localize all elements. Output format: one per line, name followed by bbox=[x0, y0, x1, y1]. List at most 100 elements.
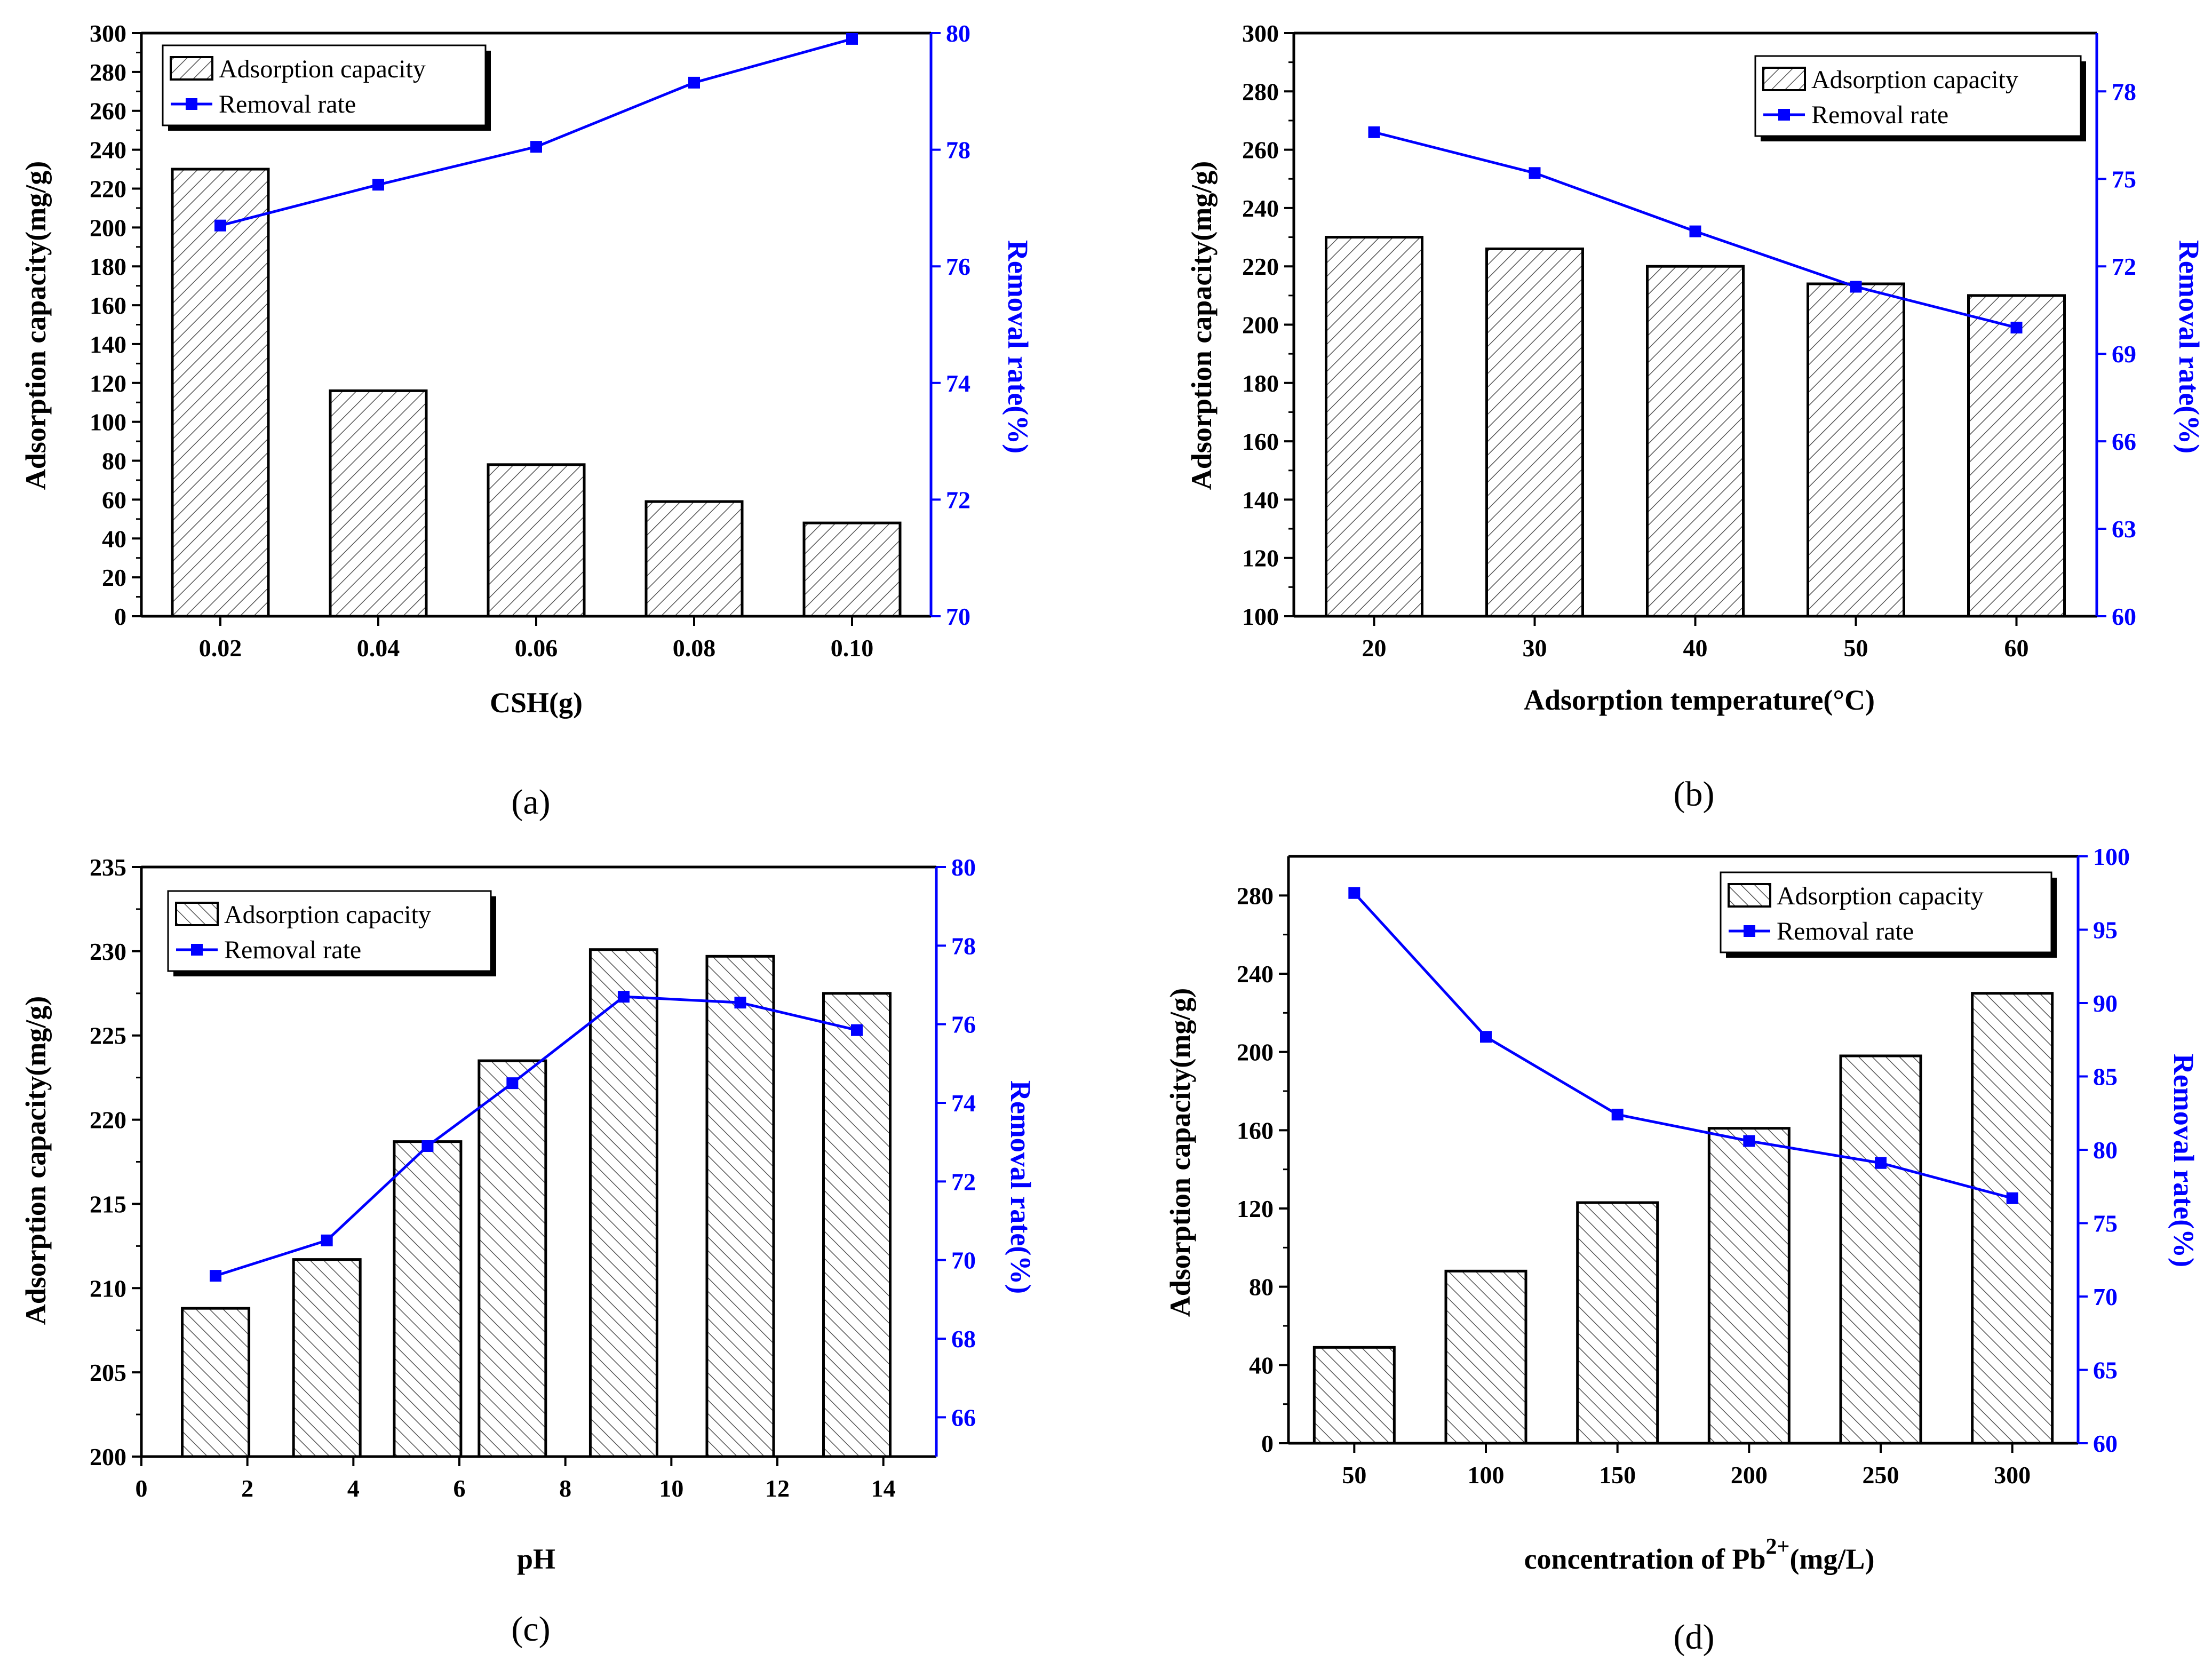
legend-box bbox=[167, 890, 492, 972]
y2-tick-label: 68 bbox=[951, 1325, 976, 1353]
y-tick-label: 40 bbox=[1249, 1351, 1274, 1379]
bar-adsorption-capacity bbox=[1646, 265, 1745, 618]
y-tick-label: 220 bbox=[90, 175, 126, 202]
legend-bar-swatch bbox=[1728, 883, 1771, 908]
removal-rate-point bbox=[688, 76, 700, 89]
y2-tick-label: 66 bbox=[951, 1404, 976, 1431]
y-tick-label: 240 bbox=[1242, 195, 1279, 222]
y2-tick-label: 63 bbox=[2112, 515, 2136, 543]
bar-adsorption-capacity bbox=[1485, 247, 1584, 618]
y2-tick-label: 80 bbox=[946, 20, 970, 47]
bar-adsorption-capacity bbox=[1807, 282, 1905, 618]
removal-rate-point bbox=[617, 991, 630, 1003]
bar-adsorption-capacity bbox=[478, 1059, 547, 1458]
legend-bar-label: Adsorption capacity bbox=[1811, 66, 2018, 94]
y2-tick-label: 85 bbox=[2093, 1063, 2118, 1091]
x-tick-label: 40 bbox=[1683, 634, 1708, 662]
y-axis-title: Adsorption capacity(mg/g) bbox=[1185, 161, 1218, 490]
bar-adsorption-capacity bbox=[1971, 992, 2054, 1445]
y-tick-label: 80 bbox=[1249, 1274, 1274, 1301]
y2-tick-label: 66 bbox=[2112, 428, 2136, 455]
y-tick-label: 160 bbox=[90, 292, 126, 319]
x-tick-label: 0.04 bbox=[357, 634, 400, 662]
removal-rate-point bbox=[2006, 1192, 2018, 1204]
legend-line-marker bbox=[191, 944, 203, 956]
bar-adsorption-capacity bbox=[487, 463, 586, 618]
legend-bar-swatch bbox=[170, 56, 213, 81]
legend-box bbox=[1754, 55, 2082, 137]
y-tick-label: 160 bbox=[1237, 1117, 1274, 1144]
legend-line-label: Removal rate bbox=[1777, 917, 1914, 945]
bar-adsorption-capacity bbox=[588, 948, 658, 1458]
x-tick-label: 60 bbox=[2004, 634, 2029, 662]
legend-box bbox=[1720, 871, 2052, 953]
y2-tick-label: 90 bbox=[2093, 990, 2118, 1017]
y-axis-title: Adsorption capacity(mg/g) bbox=[20, 996, 52, 1325]
chart-panel-a: 0 20 40 60 80 100 120 140 160 180 200 220 240 260 280 3… bbox=[20, 20, 1034, 822]
bar-adsorption-capacity bbox=[1312, 1346, 1396, 1445]
y-tick-label: 60 bbox=[102, 486, 126, 513]
y2-tick-label: 75 bbox=[2093, 1210, 2118, 1237]
y-tick-label: 220 bbox=[1242, 253, 1279, 280]
x-tick-label: 6 bbox=[453, 1475, 466, 1502]
removal-rate-line bbox=[1353, 892, 2013, 1200]
y2-axis-title: Removal rate(%) bbox=[2168, 1054, 2200, 1267]
y-tick-label: 180 bbox=[90, 253, 126, 280]
x-tick-label: 300 bbox=[1994, 1461, 2031, 1489]
y-tick-label: 260 bbox=[90, 98, 126, 125]
x-axis-title-unit: (mg/L) bbox=[1789, 1543, 1874, 1575]
y-axis-title: Adsorption capacity(mg/g) bbox=[20, 161, 52, 490]
x-tick-label: 8 bbox=[559, 1475, 571, 1502]
legend-line-marker bbox=[1744, 925, 1755, 937]
removal-rate-point bbox=[2010, 321, 2023, 333]
y2-axis-title: Removal rate(%) bbox=[1005, 1080, 1037, 1294]
x-axis-title: CSH(g) bbox=[490, 687, 583, 719]
y-tick-label: 120 bbox=[90, 370, 126, 397]
x-tick-label: 50 bbox=[1844, 634, 1868, 662]
y-tick-label: 40 bbox=[102, 525, 126, 552]
y-axis-title: Adsorption capacity(mg/g) bbox=[1164, 988, 1196, 1317]
y-tick-label: 280 bbox=[1242, 78, 1279, 105]
x-tick-label: 0.02 bbox=[199, 634, 242, 662]
y2-tick-label: 74 bbox=[946, 370, 970, 397]
y2-tick-label: 60 bbox=[2093, 1430, 2118, 1457]
legend-line-label: Removal rate bbox=[219, 90, 356, 118]
y2-tick-label: 72 bbox=[951, 1168, 976, 1195]
x-tick-label: 14 bbox=[871, 1475, 896, 1502]
removal-rate-point bbox=[530, 141, 542, 153]
bar-adsorption-capacity bbox=[393, 1140, 463, 1458]
y-tick-label: 0 bbox=[114, 603, 126, 630]
x-tick-label: 150 bbox=[1599, 1461, 1636, 1489]
legend-box bbox=[162, 44, 487, 126]
removal-rate-point bbox=[1480, 1031, 1492, 1043]
bar-adsorption-capacity bbox=[644, 500, 744, 618]
bar-adsorption-capacity bbox=[181, 1307, 251, 1458]
x-axis-title: Adsorption temperature(°C) bbox=[1524, 684, 1875, 716]
removal-rate-point bbox=[1529, 167, 1541, 179]
y-tick-label: 0 bbox=[1261, 1430, 1274, 1457]
y2-tick-label: 70 bbox=[951, 1247, 976, 1274]
y2-tick-label: 76 bbox=[946, 253, 970, 280]
removal-rate-point bbox=[851, 1024, 863, 1036]
y-tick-label: 280 bbox=[1237, 882, 1274, 909]
y-tick-label: 120 bbox=[1242, 545, 1279, 572]
y-tick-label: 235 bbox=[90, 854, 126, 881]
y2-tick-label: 78 bbox=[951, 932, 976, 959]
y2-axis-title: Removal rate(%) bbox=[2173, 240, 2205, 454]
removal-rate-point bbox=[1875, 1157, 1887, 1169]
removal-rate-point bbox=[210, 1270, 222, 1282]
removal-rate-point bbox=[1611, 1109, 1624, 1120]
removal-rate-point bbox=[1850, 281, 1862, 293]
y-tick-label: 200 bbox=[1237, 1039, 1274, 1066]
y-tick-label: 240 bbox=[90, 137, 126, 164]
legend-bar-label: Adsorption capacity bbox=[219, 55, 426, 83]
x-tick-label: 0.08 bbox=[673, 634, 716, 662]
y2-tick-label: 78 bbox=[946, 137, 970, 164]
y-tick-label: 100 bbox=[90, 409, 126, 436]
x-tick-label: 0.10 bbox=[831, 634, 874, 662]
x-tick-label: 10 bbox=[659, 1475, 683, 1502]
y2-axis-title: Removal rate(%) bbox=[1002, 240, 1034, 454]
y-tick-label: 100 bbox=[1242, 603, 1279, 630]
x-tick-label: 0 bbox=[136, 1475, 148, 1502]
